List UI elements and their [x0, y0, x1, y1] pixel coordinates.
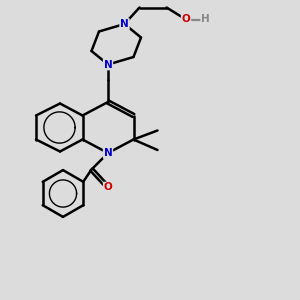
Text: N: N [120, 19, 129, 29]
Text: O: O [103, 182, 112, 193]
Text: N: N [103, 148, 112, 158]
Text: H: H [201, 14, 210, 25]
Text: N: N [103, 59, 112, 70]
Text: O: O [182, 14, 190, 25]
